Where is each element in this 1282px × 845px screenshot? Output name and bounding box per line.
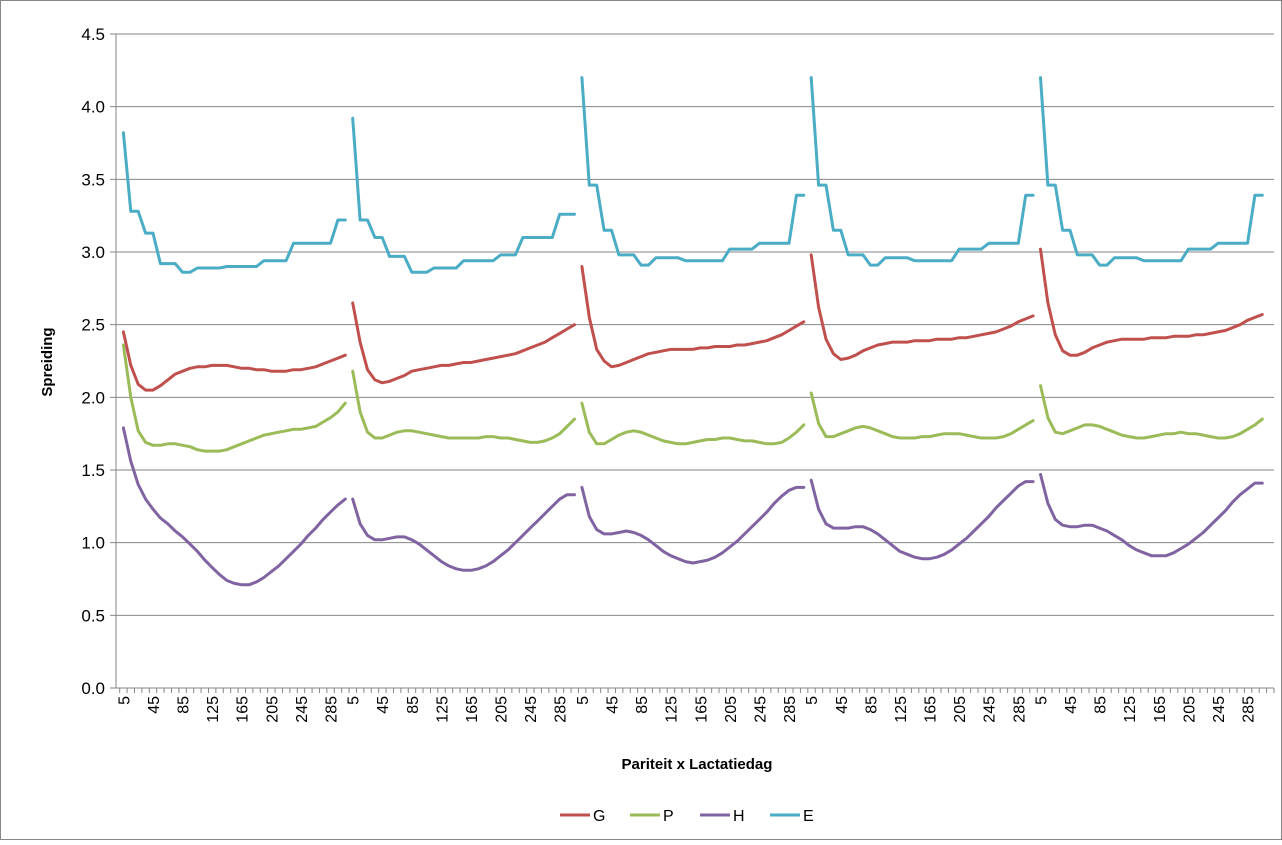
series-lines	[121, 76, 1264, 587]
gridlines	[116, 33, 1274, 616]
x-tick-label: 45	[375, 696, 392, 714]
x-tick-label: 245	[982, 696, 999, 723]
series-line-segment	[351, 493, 576, 572]
series-line-segment	[1039, 472, 1264, 558]
x-tick-label: 85	[863, 696, 880, 714]
x-tick-label: 205	[1181, 696, 1198, 723]
x-tick-label: 85	[176, 696, 193, 714]
legend-label: G	[593, 808, 605, 825]
x-tick-label: 125	[664, 696, 681, 723]
series-line-segment	[809, 478, 1035, 561]
series-line-segment	[809, 391, 1035, 440]
series-line-segment	[121, 330, 347, 392]
x-tick-label: 165	[923, 696, 940, 723]
x-tick-label: 205	[264, 696, 281, 723]
x-tick-label: 205	[494, 696, 511, 723]
x-tick-label: 165	[235, 696, 252, 723]
x-tick-label: 45	[834, 696, 851, 714]
x-tick-label: 125	[205, 696, 222, 723]
x-tick-label: 85	[405, 696, 422, 714]
x-tick-label: 5	[804, 696, 821, 705]
legend-item-e: E	[770, 808, 814, 825]
y-tick-label: 0.5	[81, 606, 105, 625]
x-tick-label: 245	[1211, 696, 1228, 723]
y-tick-label: 0.0	[81, 679, 105, 698]
series-line-segment	[580, 265, 806, 369]
x-tick-label: 245	[523, 696, 540, 723]
series-line-segment	[580, 485, 806, 565]
series-line-segment	[121, 131, 347, 274]
y-tick-label: 2.5	[81, 316, 105, 335]
x-tick-label: 245	[294, 696, 311, 723]
series-g	[121, 247, 1264, 392]
y-axis-title: Spreiding	[39, 327, 56, 396]
series-line-segment	[351, 301, 576, 385]
series-line-segment	[351, 369, 576, 444]
legend-item-p: P	[630, 808, 674, 825]
x-tick-label: 285	[782, 696, 799, 723]
series-line-segment	[809, 253, 1035, 361]
series-line-segment	[121, 343, 347, 453]
y-tick-label: 3.5	[81, 170, 105, 189]
series-line-segment	[580, 401, 806, 446]
x-tick-label: 285	[1011, 696, 1028, 723]
y-axis-ticks: 0.0 0.5 1.0 1.5 2.0 2.5 3.0 3.5 4.0 4.5	[81, 25, 116, 698]
x-tick-label: 85	[634, 696, 651, 714]
x-tick-label: 125	[1122, 696, 1139, 723]
series-line-segment	[121, 426, 347, 587]
x-tick-label: 45	[146, 696, 163, 714]
legend-item-h: H	[700, 808, 745, 825]
series-line-segment	[809, 76, 1035, 267]
x-tick-label: 125	[434, 696, 451, 723]
legend-label: P	[663, 808, 674, 825]
y-tick-label: 4.5	[81, 25, 105, 44]
series-line-segment	[1039, 247, 1264, 357]
legend-label: H	[733, 808, 745, 825]
x-tick-label: 165	[1152, 696, 1169, 723]
x-tick-label: 285	[553, 696, 570, 723]
series-line-segment	[580, 76, 806, 267]
x-axis-title: Pariteit x Lactatiedag	[622, 756, 773, 773]
series-line-segment	[1039, 384, 1264, 440]
x-axis-ticks: 5 45 85 125 165 205 245 285 5 45 85 125 165 205 245 285…	[116, 688, 1275, 723]
x-tick-label: 5	[1033, 696, 1050, 705]
legend-label: E	[803, 808, 814, 825]
x-tick-label: 5	[116, 696, 133, 705]
y-tick-label: 1.5	[81, 461, 105, 480]
x-tick-label: 245	[752, 696, 769, 723]
legend-item-g: G	[560, 808, 605, 825]
y-tick-label: 2.0	[81, 388, 105, 407]
series-e	[121, 76, 1264, 274]
x-tick-label: 165	[693, 696, 710, 723]
x-tick-label: 285	[1241, 696, 1258, 723]
series-h	[121, 426, 1264, 587]
x-tick-label: 205	[723, 696, 740, 723]
y-tick-label: 4.0	[81, 98, 105, 117]
x-tick-label: 45	[1063, 696, 1080, 714]
y-tick-label: 1.0	[81, 534, 105, 553]
x-tick-label: 85	[1093, 696, 1110, 714]
x-tick-label: 45	[605, 696, 622, 714]
x-tick-label: 5	[575, 696, 592, 705]
x-tick-label: 285	[323, 696, 340, 723]
series-line-segment	[351, 116, 576, 274]
x-tick-label: 125	[893, 696, 910, 723]
axes	[115, 34, 1274, 689]
x-tick-label: 5	[346, 696, 363, 705]
x-tick-label: 205	[952, 696, 969, 723]
series-p	[121, 343, 1264, 453]
x-tick-label: 165	[464, 696, 481, 723]
series-line-segment	[1039, 76, 1264, 267]
y-tick-label: 3.0	[81, 243, 105, 262]
